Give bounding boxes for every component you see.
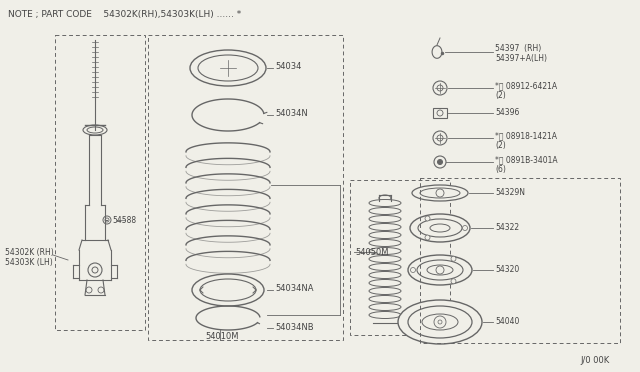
Circle shape	[425, 235, 430, 240]
Text: 54302K (RH)
54303K (LH): 54302K (RH) 54303K (LH)	[5, 248, 54, 267]
Ellipse shape	[83, 125, 107, 135]
Ellipse shape	[379, 195, 391, 201]
Circle shape	[86, 287, 92, 293]
Ellipse shape	[418, 219, 462, 237]
Ellipse shape	[422, 314, 458, 330]
Ellipse shape	[408, 255, 472, 285]
Bar	[350, 180, 450, 335]
Ellipse shape	[369, 311, 401, 318]
Text: 54034: 54034	[275, 62, 301, 71]
Circle shape	[438, 320, 442, 324]
Ellipse shape	[410, 214, 470, 242]
Text: 54397  (RH)
54397+A(LH): 54397 (RH) 54397+A(LH)	[495, 44, 547, 63]
Text: 54040: 54040	[495, 317, 520, 326]
Ellipse shape	[87, 127, 103, 133]
Text: *Ⓝ 08912-6421A
(2): *Ⓝ 08912-6421A (2)	[495, 81, 557, 100]
Circle shape	[451, 279, 456, 284]
Text: 54034NA: 54034NA	[275, 284, 314, 293]
Circle shape	[88, 263, 102, 277]
Text: 54320: 54320	[495, 265, 519, 274]
Text: *Ⓝ 08918-1421A
(2): *Ⓝ 08918-1421A (2)	[495, 131, 557, 150]
Ellipse shape	[369, 272, 401, 279]
Text: NOTE ; PART CODE    54302K(RH),54303K(LH) ...... *: NOTE ; PART CODE 54302K(RH),54303K(LH) .…	[8, 10, 241, 19]
Bar	[420, 178, 620, 343]
Ellipse shape	[369, 247, 401, 254]
Ellipse shape	[398, 300, 482, 344]
Circle shape	[103, 216, 111, 224]
Ellipse shape	[430, 224, 450, 232]
Text: 54050M: 54050M	[355, 248, 388, 257]
Text: 54396: 54396	[495, 108, 520, 117]
Bar	[148, 35, 343, 340]
Circle shape	[433, 81, 447, 95]
Circle shape	[438, 160, 442, 164]
Circle shape	[92, 267, 98, 273]
Circle shape	[105, 218, 109, 222]
Circle shape	[433, 131, 447, 145]
Circle shape	[436, 266, 444, 274]
Text: 54322: 54322	[495, 223, 519, 232]
Ellipse shape	[427, 265, 453, 275]
Text: J/0 00K: J/0 00K	[580, 356, 609, 365]
Ellipse shape	[190, 50, 266, 86]
Ellipse shape	[369, 215, 401, 222]
Ellipse shape	[417, 260, 463, 280]
Ellipse shape	[198, 55, 258, 81]
Ellipse shape	[369, 199, 401, 206]
Circle shape	[98, 287, 104, 293]
Text: 54034NB: 54034NB	[275, 323, 314, 332]
Text: 54034N: 54034N	[275, 109, 308, 118]
Bar	[55, 35, 145, 330]
Circle shape	[437, 85, 443, 91]
Ellipse shape	[200, 279, 256, 301]
Text: *Ⓝ 0891B-3401A
(6): *Ⓝ 0891B-3401A (6)	[495, 155, 557, 174]
Bar	[433, 108, 447, 118]
Ellipse shape	[369, 288, 401, 295]
Circle shape	[436, 189, 444, 197]
Ellipse shape	[369, 279, 401, 286]
Text: 54329N: 54329N	[495, 188, 525, 197]
Ellipse shape	[369, 256, 401, 263]
Circle shape	[434, 316, 446, 328]
Circle shape	[410, 267, 415, 273]
Circle shape	[437, 110, 443, 116]
Ellipse shape	[369, 304, 401, 311]
Ellipse shape	[420, 188, 460, 198]
Ellipse shape	[369, 240, 401, 247]
Ellipse shape	[369, 295, 401, 302]
Ellipse shape	[369, 263, 401, 270]
Text: 54010M: 54010M	[205, 332, 239, 341]
Ellipse shape	[408, 306, 472, 338]
Circle shape	[463, 225, 467, 231]
Circle shape	[437, 135, 443, 141]
Circle shape	[434, 156, 446, 168]
Ellipse shape	[369, 231, 401, 238]
Circle shape	[425, 216, 430, 221]
Text: 54588: 54588	[112, 216, 136, 225]
Ellipse shape	[412, 185, 468, 201]
Circle shape	[451, 256, 456, 261]
Ellipse shape	[192, 274, 264, 306]
Ellipse shape	[369, 224, 401, 231]
Ellipse shape	[369, 208, 401, 215]
